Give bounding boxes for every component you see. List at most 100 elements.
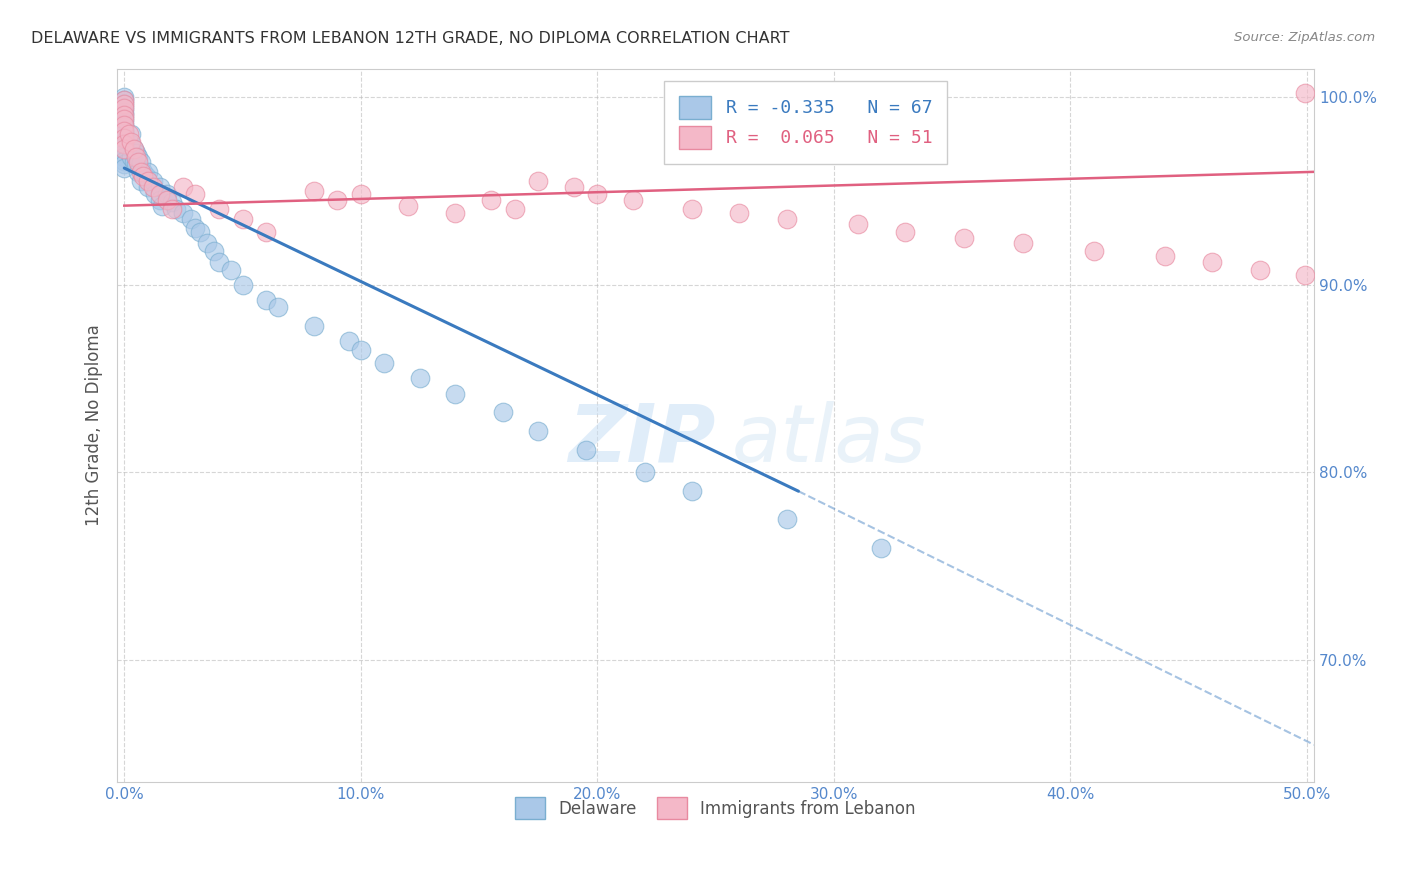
Point [129, 174, 152, 188]
Point [444, 386, 467, 401]
Point [143, 187, 166, 202]
Point [112, 161, 135, 175]
Point [112, 104, 135, 119]
Point [129, 165, 152, 179]
Point [112, 108, 135, 122]
Point [112, 108, 135, 122]
Text: DELAWARE VS IMMIGRANTS FROM LEBANON 12TH GRADE, NO DIPLOMA CORRELATION CHART: DELAWARE VS IMMIGRANTS FROM LEBANON 12TH… [31, 31, 789, 46]
Legend: Delaware, Immigrants from Lebanon: Delaware, Immigrants from Lebanon [509, 790, 922, 825]
Point [184, 221, 207, 235]
Point [350, 187, 373, 202]
Point [149, 193, 172, 207]
Point [150, 199, 173, 213]
Point [112, 123, 135, 137]
Point [127, 150, 149, 164]
Point [503, 202, 526, 217]
Point [1012, 236, 1035, 251]
Point [846, 218, 869, 232]
Point [112, 94, 135, 108]
Point [112, 157, 135, 171]
Point [160, 194, 183, 209]
Point [562, 179, 585, 194]
Point [112, 138, 135, 153]
Point [479, 193, 502, 207]
Point [142, 179, 165, 194]
Point [775, 211, 797, 226]
Point [136, 165, 159, 179]
Point [127, 155, 149, 169]
Point [586, 187, 609, 202]
Point [112, 142, 135, 156]
Point [118, 128, 141, 142]
Point [125, 157, 148, 171]
Point [125, 150, 148, 164]
Point [195, 236, 218, 251]
Point [112, 131, 135, 145]
Point [302, 318, 325, 333]
Point [112, 97, 135, 112]
Point [120, 136, 142, 151]
Point [1154, 249, 1177, 263]
Point [120, 135, 142, 149]
Point [208, 202, 231, 217]
Point [574, 442, 596, 457]
Point [728, 206, 751, 220]
Point [136, 179, 159, 194]
Point [149, 187, 172, 202]
Point [775, 512, 797, 526]
Point [1294, 86, 1316, 100]
Point [112, 118, 135, 132]
Point [409, 371, 432, 385]
Point [129, 155, 152, 169]
Point [202, 244, 225, 258]
Point [132, 169, 155, 183]
Point [165, 202, 187, 217]
Point [112, 112, 135, 127]
Point [132, 165, 155, 179]
Point [267, 300, 290, 314]
Point [120, 128, 142, 142]
Point [125, 146, 148, 161]
Point [112, 94, 135, 108]
Point [112, 142, 135, 156]
Point [232, 211, 254, 226]
Point [396, 199, 419, 213]
Point [112, 136, 135, 151]
Point [172, 179, 194, 194]
Point [112, 150, 135, 164]
Point [112, 101, 135, 115]
Point [122, 142, 145, 156]
Point [112, 120, 135, 134]
Point [444, 206, 467, 220]
Point [112, 153, 135, 168]
Point [112, 112, 135, 127]
Point [527, 174, 550, 188]
Point [326, 193, 349, 207]
Point [492, 405, 515, 419]
Point [894, 225, 917, 239]
Text: Source: ZipAtlas.com: Source: ZipAtlas.com [1234, 31, 1375, 45]
Point [156, 193, 179, 207]
Point [232, 277, 254, 292]
Point [112, 101, 135, 115]
Point [1201, 255, 1223, 269]
Point [149, 179, 172, 194]
Point [172, 206, 194, 220]
Point [180, 211, 202, 226]
Point [112, 97, 135, 112]
Point [302, 184, 325, 198]
Point [681, 484, 703, 499]
Point [112, 131, 135, 145]
Point [1083, 244, 1105, 258]
Point [1294, 268, 1316, 282]
Text: atlas: atlas [733, 401, 927, 479]
Point [681, 202, 703, 217]
Point [634, 466, 657, 480]
Point [112, 128, 135, 142]
Point [122, 155, 145, 169]
Point [127, 165, 149, 179]
Point [373, 356, 395, 370]
Text: ZIP: ZIP [568, 401, 716, 479]
Point [219, 262, 242, 277]
Point [208, 255, 231, 269]
